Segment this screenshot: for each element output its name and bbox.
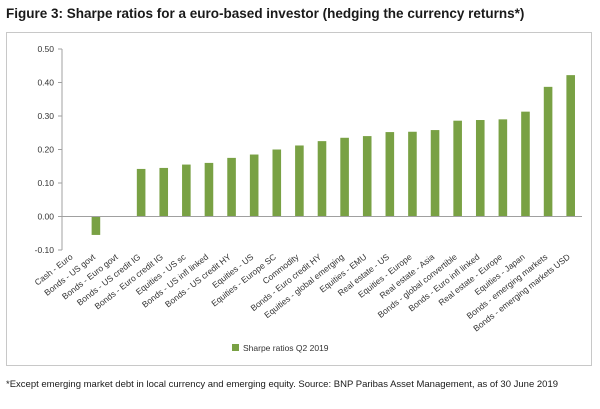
- axis-lines: [61, 49, 582, 250]
- bar: [182, 164, 191, 217]
- bar: [385, 132, 395, 217]
- y-tick-label: 0.00: [37, 212, 54, 222]
- bar: [475, 120, 485, 217]
- legend-swatch: [232, 344, 239, 351]
- bar: [91, 216, 101, 235]
- bar-chart: 0.50 0.40 0.30 0.20 0.10 0.00 -0.10 Cash - Eur…: [33, 44, 582, 353]
- legend: Sharpe ratios Q2 2019: [232, 343, 329, 353]
- bars: [91, 75, 575, 235]
- footnote: *Except emerging market debt in local cu…: [6, 379, 559, 390]
- bar: [249, 154, 259, 217]
- bar: [136, 168, 146, 217]
- y-tick-label: 0.30: [37, 111, 54, 121]
- y-tick-label: 0.50: [37, 44, 54, 54]
- bar: [521, 111, 530, 217]
- y-axis: 0.50 0.40 0.30 0.20 0.10 0.00 -0.10: [35, 44, 62, 255]
- bar: [566, 75, 575, 217]
- y-tick-label: 0.40: [37, 78, 54, 88]
- bar: [362, 136, 372, 217]
- bar: [295, 145, 304, 217]
- bar: [498, 119, 508, 217]
- chart-frame: 0.50 0.40 0.30 0.20 0.10 0.00 -0.10 Cash - Eur…: [6, 32, 592, 366]
- y-tick-label: -0.10: [35, 245, 55, 255]
- bar: [340, 137, 349, 217]
- bar: [430, 130, 440, 217]
- figure-title: Figure 3: Sharpe ratios for a euro-based…: [6, 6, 525, 21]
- bar: [543, 86, 553, 217]
- bar: [159, 167, 169, 217]
- bar: [317, 141, 327, 217]
- bar: [227, 157, 236, 217]
- bar: [272, 149, 282, 217]
- bar: [408, 131, 417, 217]
- bar: [453, 120, 462, 217]
- bar: [204, 162, 214, 217]
- y-tick-label: 0.20: [37, 145, 54, 155]
- legend-label: Sharpe ratios Q2 2019: [243, 343, 329, 353]
- y-tick-label: 0.10: [37, 178, 54, 188]
